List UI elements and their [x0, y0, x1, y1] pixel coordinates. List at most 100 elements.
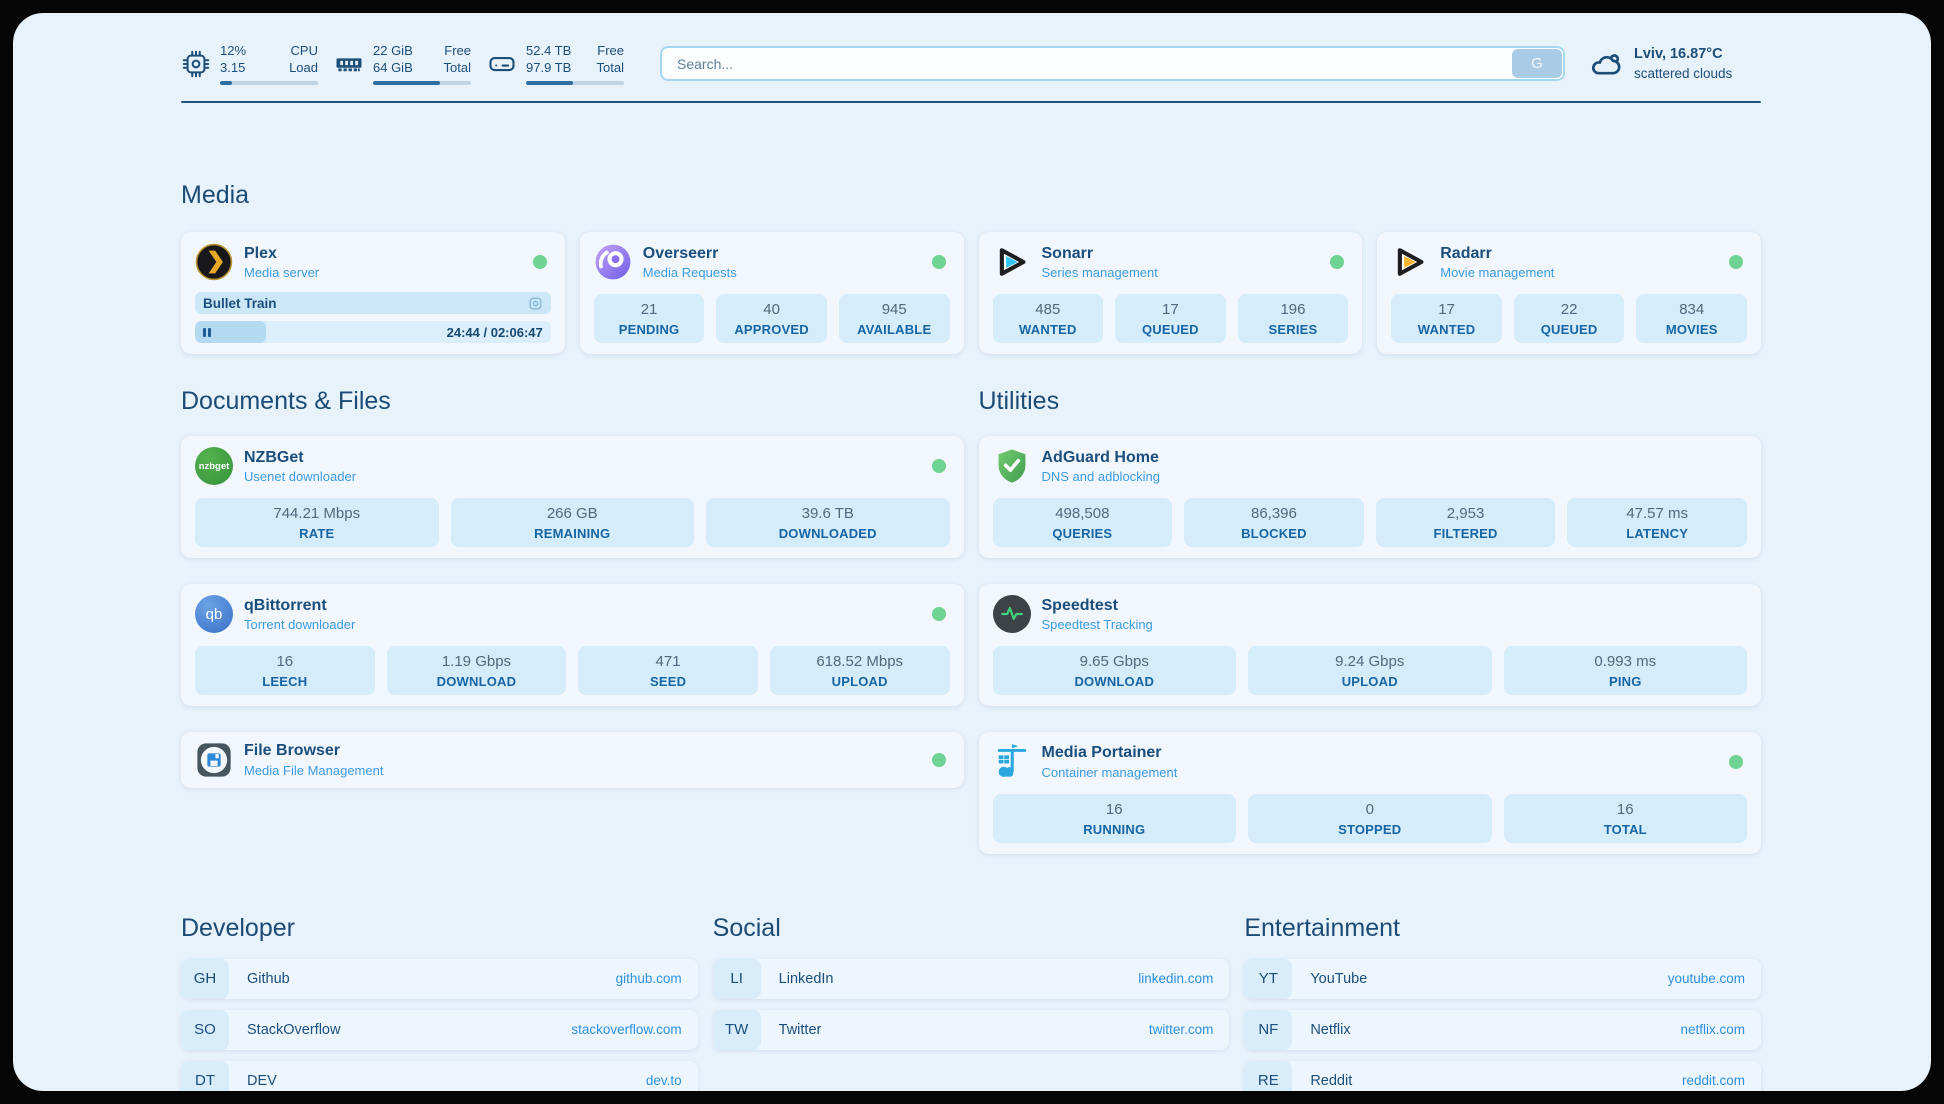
now-playing-bar: Bullet Train [195, 292, 551, 315]
bookmark-name: LinkedIn [778, 970, 834, 987]
service-name: NZBGet [244, 448, 304, 466]
bookmark-name: Reddit [1310, 1072, 1353, 1089]
service-desc: DNS and adblocking [1041, 469, 1161, 485]
bookmark-reddit[interactable]: RE Reddit reddit.com [1244, 1060, 1761, 1091]
stat-tile: 9.24 Gbps UPLOAD [1248, 646, 1492, 695]
service-card-radarr[interactable]: Radarr Movie management 17 WANTED 22 QUEUE… [1377, 232, 1761, 355]
stat-tile: 86,396 BLOCKED [1184, 498, 1364, 548]
disk-free: 52.4 TB [526, 43, 572, 58]
stat-tile: 22 QUEUED [1513, 294, 1625, 344]
stat-tile: 471 SEED [578, 646, 758, 695]
bookmark-abbr: SO [181, 1009, 229, 1050]
service-card-speedtest[interactable]: Speedtest Speedtest Tracking 9.65 Gbps DO… [978, 584, 1761, 706]
bookmark-url: youtube.com [1667, 971, 1745, 987]
stat-tile: 9.65 Gbps DOWNLOAD [992, 646, 1236, 695]
bookmark-github[interactable]: GH Github github.com [181, 958, 698, 999]
bookmark-url: github.com [615, 971, 682, 987]
utilities-column: Utilities AdGuard Home DNS and adblockin… [978, 387, 1761, 854]
bookmark-name: StackOverflow [247, 1021, 341, 1038]
bookmark-stackoverflow[interactable]: SO StackOverflow stackoverflow.com [181, 1009, 698, 1050]
bookmark-abbr: NF [1244, 1009, 1293, 1050]
cpu-percent: 12% [220, 43, 247, 58]
status-online-dot [532, 255, 547, 270]
service-name: Plex [244, 244, 277, 262]
stat-tile: 17 WANTED [1391, 294, 1502, 344]
sonarr-icon [993, 243, 1031, 281]
stat-tile: 618.52 Mbps UPLOAD [769, 646, 950, 695]
memory-values: 22 GiB 64 GiB [373, 43, 413, 77]
stat-tile: 196 SERIES [1237, 294, 1349, 344]
service-card-filebrowser[interactable]: File Browser Media File Management [181, 731, 964, 788]
bookmark-twitter[interactable]: TW Twitter twitter.com [712, 1009, 1230, 1050]
service-card-overseerr[interactable]: Overseerr Media Requests 21 PENDING 40 APP… [579, 232, 964, 355]
cpu-values: 12% 3.15 [220, 43, 246, 77]
service-card-portainer[interactable]: Media Portainer Container management 16 R… [978, 731, 1761, 854]
bookmark-dev[interactable]: DT DEV dev.to [181, 1060, 698, 1091]
service-desc: Torrent downloader [244, 616, 356, 632]
plex-icon [195, 243, 233, 281]
service-desc: Usenet downloader [244, 469, 357, 485]
stat-tile: 16 TOTAL [1503, 793, 1747, 843]
memory-labels: Free Total [443, 43, 471, 75]
bookmark-netflix[interactable]: NF Netflix netflix.com [1244, 1009, 1761, 1050]
bookmarks-developer: Developer GH Github github.com SO StackO… [181, 914, 698, 1091]
playback-progress-bar: 24:44 / 02:06:47 [195, 321, 551, 344]
stat-tile: 498,508 QUERIES [992, 498, 1173, 548]
cpu-loadavg: 3.15 [220, 59, 246, 75]
bookmark-abbr: TW [712, 1009, 761, 1050]
search-input[interactable] [662, 48, 1512, 80]
section-title-media: Media [181, 181, 250, 210]
stat-tile: 0 STOPPED [1248, 793, 1492, 843]
cpu-labels: CPU Load [289, 43, 318, 75]
stat-tile: 39.6 TB DOWNLOADED [706, 498, 950, 548]
overseerr-icon [594, 243, 632, 281]
bookmark-abbr: DT [181, 1060, 229, 1091]
service-name: qBittorrent [244, 596, 327, 614]
bookmark-linkedin[interactable]: LI LinkedIn linkedin.com [712, 958, 1230, 999]
bookmark-abbr: GH [181, 958, 229, 999]
header-divider [181, 100, 1761, 104]
service-card-sonarr[interactable]: Sonarr Series management 485 WANTED 17 QUE… [978, 232, 1363, 355]
bookmark-url: linkedin.com [1138, 971, 1214, 987]
service-desc: Speedtest Tracking [1041, 616, 1153, 632]
memory-total: 64 GiB [373, 59, 413, 75]
bookmarks-social: Social LI LinkedIn linkedin.com TW Twitt… [712, 913, 1230, 1091]
bookmark-abbr: RE [1244, 1060, 1293, 1091]
status-online-dot [931, 752, 946, 767]
speedtest-icon [992, 595, 1031, 634]
status-online-dot [1330, 255, 1345, 270]
stat-tile: 16 RUNNING [992, 793, 1236, 843]
status-online-dot [931, 459, 946, 474]
service-name: AdGuard Home [1041, 448, 1159, 466]
stat-tile: 40 APPROVED [716, 294, 827, 344]
memory-icon [336, 58, 362, 72]
service-name: File Browser [244, 742, 341, 760]
status-online-dot [1729, 255, 1743, 270]
stat-tile: 485 WANTED [992, 294, 1104, 344]
service-card-nzbget[interactable]: nzbget NZBGet Usenet downloader 744.21 M… [181, 436, 964, 559]
service-name: Overseerr [642, 244, 719, 262]
bookmark-url: reddit.com [1681, 1073, 1745, 1089]
memory-free: 22 GiB [373, 43, 413, 58]
service-card-qbittorrent[interactable]: qb qBittorrent Torrent downloader 16 LEEC… [181, 584, 964, 706]
weather-condition: scattered clouds [1634, 65, 1733, 81]
search-provider-button[interactable]: G [1512, 49, 1562, 79]
service-name: Radarr [1440, 244, 1492, 262]
bookmark-youtube[interactable]: YT YouTube youtube.com [1244, 958, 1761, 999]
service-name: Media Portainer [1041, 744, 1162, 762]
bookmark-url: twitter.com [1148, 1022, 1214, 1038]
service-desc: Media File Management [244, 762, 384, 778]
section-title-social: Social [712, 913, 781, 942]
service-card-plex[interactable]: Plex Media server Bullet Train 24:44 / 0… [181, 232, 565, 355]
service-card-adguard[interactable]: AdGuard Home DNS and adblocking 498,508 Q… [978, 436, 1761, 559]
stat-tile: 47.57 ms LATENCY [1567, 498, 1747, 548]
status-online-dot [931, 255, 946, 270]
stat-tile: 16 LEECH [195, 646, 375, 695]
memory-progress-bar [373, 80, 471, 85]
disk-values: 52.4 TB 97.9 TB [526, 43, 571, 77]
service-desc: Movie management [1440, 265, 1555, 281]
stat-tile: 17 QUEUED [1115, 294, 1226, 344]
bookmark-url: netflix.com [1680, 1022, 1745, 1038]
playback-time: 24:44 / 02:06:47 [446, 324, 543, 340]
